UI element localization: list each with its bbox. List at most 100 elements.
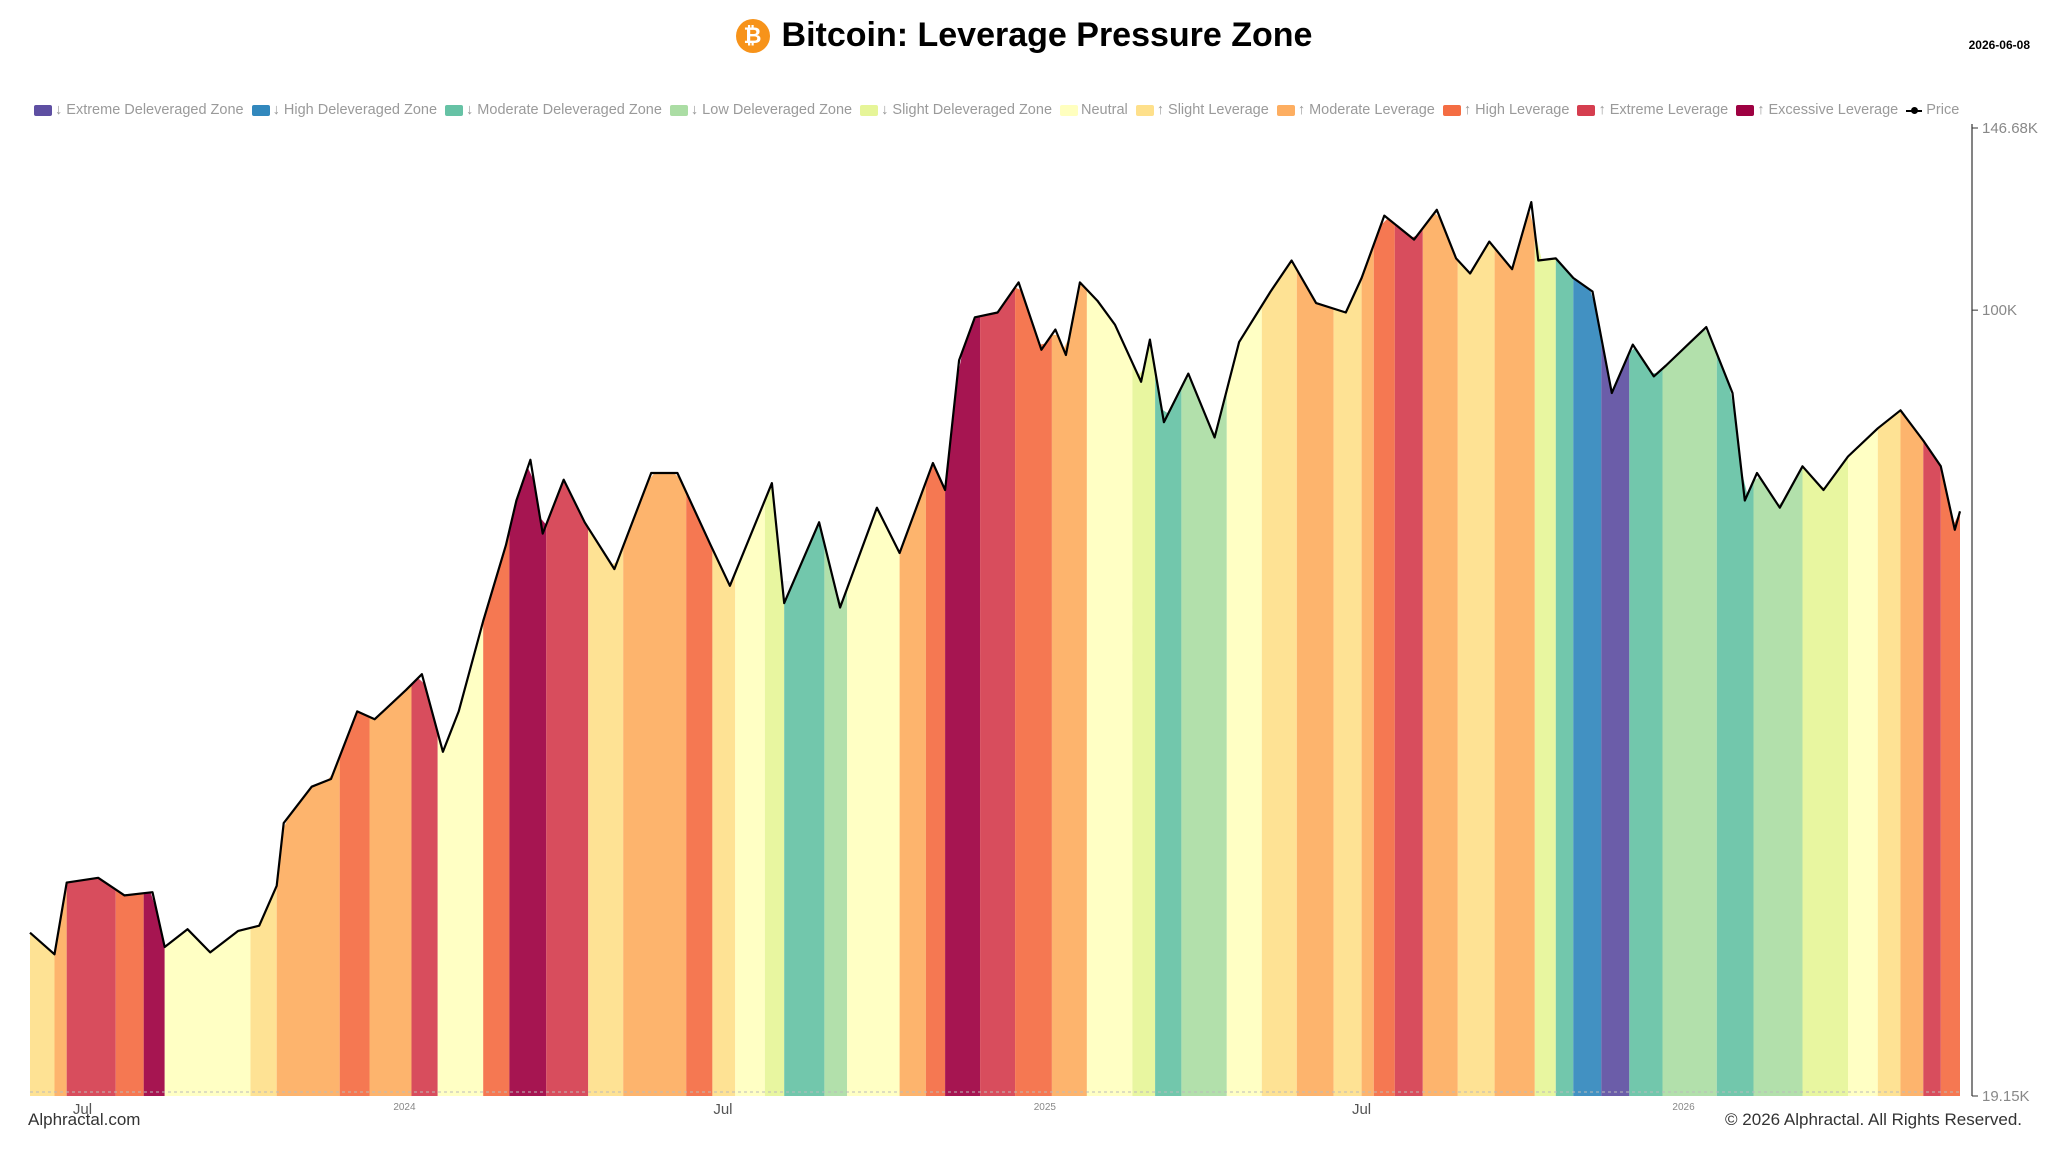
zone-band: [1422, 212, 1458, 1097]
zone-band: [411, 678, 438, 1096]
legend-swatch: [1135, 104, 1154, 116]
zone-band: [764, 484, 785, 1097]
legend-label: ↓ Slight Deleveraged Zone: [881, 102, 1053, 118]
zone-band: [1900, 410, 1924, 1096]
chart-header: ₿ Bitcoin: Leverage Pressure Zone: [0, 16, 2048, 55]
zone-band: [945, 316, 981, 1096]
zone-band: [1394, 224, 1423, 1097]
legend-swatch: [1276, 104, 1295, 116]
legend-swatch: [669, 104, 688, 116]
legend-item[interactable]: ↑ Slight Leverage: [1135, 102, 1269, 118]
legend-swatch: [1577, 104, 1596, 116]
zone-band: [588, 527, 624, 1096]
zone-band: [1132, 341, 1156, 1096]
legend-swatch: [860, 104, 879, 116]
zone-band: [143, 892, 165, 1096]
legend-item-price[interactable]: Price: [1906, 102, 1959, 118]
zone-band: [546, 480, 589, 1096]
zone-band: [847, 509, 900, 1096]
zone-band: [509, 467, 547, 1096]
legend-item[interactable]: ↑ Moderate Leverage: [1276, 102, 1435, 118]
zone-band: [623, 473, 687, 1096]
price-line: [29, 201, 1962, 956]
legend-item[interactable]: ↑ Excessive Leverage: [1736, 102, 1898, 118]
legend-item[interactable]: ↓ Moderate Deleveraged Zone: [445, 102, 662, 118]
zone-band: [1923, 440, 1941, 1097]
zone-band: [1494, 210, 1535, 1096]
x-tick-label: Jul: [713, 1101, 732, 1118]
zone-band: [339, 711, 370, 1096]
zone-band: [1015, 287, 1052, 1096]
zone-band: [1601, 337, 1630, 1097]
legend-item[interactable]: ↓ Extreme Deleveraged Zone: [34, 102, 244, 118]
zone-band: [1802, 456, 1848, 1096]
zone-band: [369, 684, 412, 1096]
zone-band: [66, 878, 116, 1096]
zone-band: [1848, 428, 1878, 1096]
price-line-marker-icon: [1906, 105, 1923, 116]
legend-label: Price: [1926, 102, 1960, 118]
zone-band: [437, 621, 484, 1096]
legend-item[interactable]: ↑ High Leverage: [1442, 102, 1570, 118]
y-tick-label: 19.15K: [1982, 1088, 2030, 1105]
legend-item[interactable]: ↓ High Deleveraged Zone: [251, 102, 438, 118]
zone-band: [250, 885, 277, 1096]
legend-item[interactable]: ↑ Extreme Leverage: [1577, 102, 1728, 118]
zone-band: [712, 548, 736, 1096]
chart-date: 2026-06-08: [1968, 38, 2030, 52]
zone-band: [1333, 278, 1362, 1096]
y-tick-label: 100K: [1982, 302, 2017, 319]
legend-swatch: [1442, 104, 1461, 116]
legend-item[interactable]: ↓ Low Deleveraged Zone: [669, 102, 852, 118]
zone-band: [1940, 466, 1960, 1096]
footer-site-label: Alphractal.com: [28, 1110, 141, 1129]
legend-label: ↑ Extreme Leverage: [1598, 102, 1729, 118]
zone-band: [1296, 269, 1334, 1097]
zone-band: [1361, 244, 1374, 1096]
x-tick-label: 2025: [1034, 1102, 1057, 1113]
legend-swatch: [1736, 104, 1755, 116]
zone-band: [1373, 218, 1395, 1096]
zone-band: [1181, 376, 1227, 1096]
x-tick-label: Jul: [1352, 1101, 1371, 1118]
legend-swatch: [445, 104, 464, 116]
zone-band: [1753, 466, 1803, 1096]
legend-label: ↓ High Deleveraged Zone: [272, 102, 438, 118]
legend-label: ↑ High Leverage: [1463, 102, 1570, 118]
legend-swatch: [34, 104, 52, 116]
legend-label: ↑ Excessive Leverage: [1757, 102, 1899, 118]
legend-label: Neutral: [1081, 102, 1128, 118]
x-tick-label: Jul: [73, 1101, 92, 1118]
zone-band: [1155, 370, 1182, 1097]
legend-label: ↓ Moderate Deleveraged Zone: [466, 102, 662, 118]
zone-band: [1051, 283, 1087, 1096]
legend-label: ↑ Moderate Leverage: [1297, 102, 1435, 118]
zone-band: [925, 464, 946, 1097]
bitcoin-icon: ₿: [735, 18, 770, 53]
legend-label: ↓ Extreme Deleveraged Zone: [55, 102, 244, 118]
zone-band: [980, 287, 1016, 1096]
zone-band: [54, 882, 67, 1096]
zone-band: [1573, 278, 1602, 1096]
y-tick-label: 146.68K: [1982, 120, 2038, 137]
legend-swatch: [1060, 104, 1079, 116]
legend-item[interactable]: ↓ Slight Deleveraged Zone: [860, 102, 1052, 118]
legend-item[interactable]: Neutral: [1060, 102, 1128, 118]
zone-band: [1877, 410, 1901, 1096]
zone-band: [1226, 305, 1262, 1096]
zone-band: [1086, 289, 1133, 1096]
chart-title: Bitcoin: Leverage Pressure Zone: [781, 16, 1313, 54]
legend-swatch: [251, 104, 270, 116]
zone-band: [1662, 328, 1717, 1097]
zone-band: [824, 543, 848, 1096]
zone-band: [1261, 261, 1297, 1096]
zone-band: [784, 523, 825, 1096]
zone-band: [30, 932, 55, 1096]
zone-band: [164, 927, 251, 1096]
zone-band: [1716, 353, 1754, 1096]
zone-band: [483, 530, 510, 1096]
x-tick-label: 2024: [393, 1102, 416, 1113]
zone-band: [686, 492, 713, 1096]
zone-band: [1555, 258, 1574, 1096]
